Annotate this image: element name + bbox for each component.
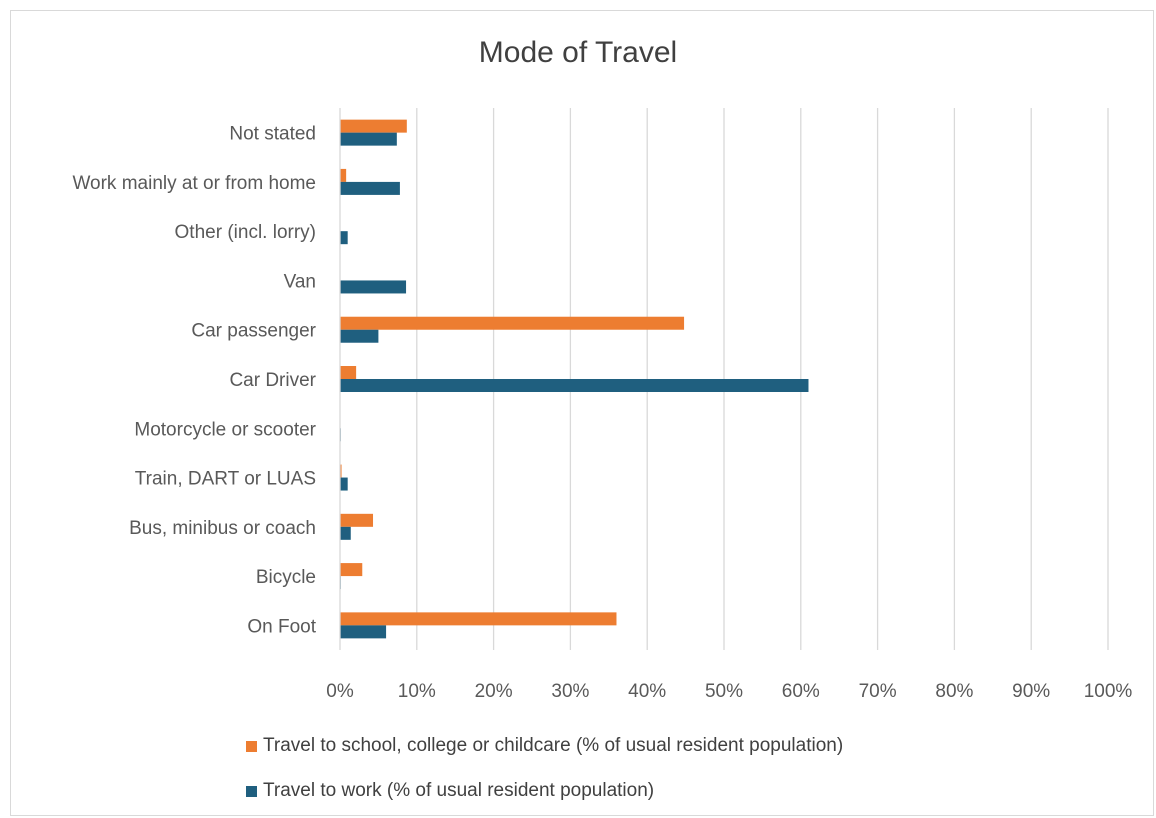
bar-work-2 [340,231,348,245]
bar-work-7 [340,477,348,491]
legend-swatch-work [246,785,257,797]
category-label-10: On Foot [247,616,316,637]
x-tick-label-9: 90% [1012,681,1050,702]
bar-work-1 [340,181,400,195]
chart-title: Mode of Travel [478,36,678,69]
legend-swatch-school [246,740,257,752]
x-tick-label-5: 50% [705,681,743,702]
x-tick-label-4: 40% [628,681,666,702]
bar-school-9 [340,563,363,577]
x-tick-label-8: 80% [935,681,973,702]
bar-work-0 [340,132,397,146]
bar-work-8 [340,526,351,540]
x-tick-label-0: 0% [326,681,354,702]
legend-label-school: Travel to school, college or childcare (… [263,735,844,756]
bar-school-1 [340,168,347,182]
x-tick-label-6: 60% [782,681,820,702]
category-label-3: Van [284,271,316,292]
bar-school-8 [340,513,374,527]
x-tick-label-1: 10% [398,681,436,702]
category-label-8: Bus, minibus or coach [129,518,316,539]
bar-school-4 [340,316,685,330]
x-tick-label-7: 70% [859,681,897,702]
bar-work-4 [340,329,379,343]
x-tick-label-3: 30% [551,681,589,702]
category-label-5: Car Driver [229,370,316,391]
bar-school-5 [340,366,357,379]
chart-frame [10,10,1154,816]
category-label-9: Bicycle [256,567,316,588]
bar-school-0 [340,119,407,133]
category-label-1: Work mainly at or from home [72,173,316,194]
legend-label-work: Travel to work (% of usual resident popu… [263,780,655,801]
bar-school-10 [340,612,617,626]
legend-item-work: Travel to work (% of usual resident popu… [246,780,654,802]
legend-item-school: Travel to school, college or childcare (… [246,735,843,757]
category-label-2: Other (incl. lorry) [175,222,316,243]
bar-work-5 [340,379,809,392]
x-tick-label-2: 20% [475,681,513,702]
category-label-4: Car passenger [191,321,316,342]
bar-work-3 [340,280,407,294]
category-label-0: Not stated [229,124,316,145]
bar-work-10 [340,625,387,639]
category-label-7: Train, DART or LUAS [135,469,316,490]
x-tick-label-10: 100% [1084,681,1133,702]
category-label-6: Motorcycle or scooter [134,419,316,440]
bar-school-7 [340,464,342,478]
